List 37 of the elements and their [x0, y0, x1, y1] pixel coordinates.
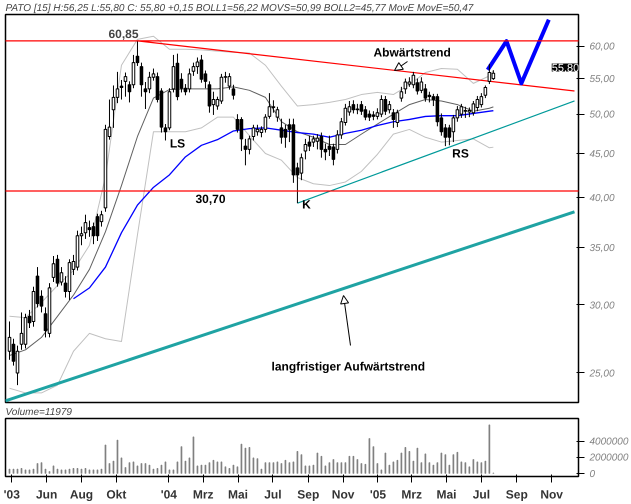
y-tick-label: 25,00: [588, 368, 615, 380]
y-tick-label: 40,00: [590, 193, 615, 204]
y-tick-label: 2000000: [588, 452, 629, 464]
x-tick-label: Jul: [264, 488, 282, 502]
annotation: RS: [452, 146, 469, 160]
x-tick-label: Jul: [472, 488, 490, 502]
y-tick-label: 30,00: [590, 300, 615, 312]
x-tick-label: Mai: [436, 488, 457, 502]
x-tick-label: '05: [370, 488, 386, 502]
x-tick-label: Sep: [506, 488, 528, 502]
x-tick-label: Nov: [540, 488, 564, 502]
annotation: LS: [170, 136, 186, 150]
x-tick-label: Jun: [36, 488, 58, 502]
x-tick-label: Mrz: [192, 488, 214, 502]
annotation: 30,70: [195, 192, 226, 206]
annotation: Abwärtstrend: [374, 46, 451, 60]
x-tick-label: Aug: [70, 488, 94, 502]
x-tick-label: Sep: [297, 488, 320, 502]
ref-line-label: 60,85: [108, 26, 139, 41]
x-tick-label: '04: [160, 488, 178, 502]
y-tick-label: 50,00: [590, 110, 615, 121]
y-tick-label: 4000000: [590, 436, 629, 448]
y-tick-label: 0: [590, 468, 596, 480]
x-tick-label: Nov: [332, 488, 355, 502]
annotation: 55,80: [552, 62, 580, 74]
y-tick-label: 60,00: [590, 42, 615, 53]
x-tick-label: '03: [4, 488, 20, 502]
y-tick-label: 35,00: [590, 242, 615, 254]
x-tick-label: Mai: [228, 488, 248, 502]
x-tick-label: Mrz: [401, 488, 422, 502]
chart-title: PATO [15] H:56,25 L:55,80 C: 55,80 +0,15 BOLL1=56,22 MOVS=50,99 BOLL2=45,77 MovE MovE=50,47: [6, 3, 474, 14]
y-tick-label: 45,00: [590, 149, 615, 160]
annotation: langfristiger Aufwärtstrend: [271, 360, 426, 374]
y-tick-label: 55,00: [590, 74, 615, 86]
x-tick-label: Okt: [106, 488, 126, 502]
chart-title: Volume=11979: [6, 407, 72, 418]
annotation: K: [302, 198, 312, 212]
